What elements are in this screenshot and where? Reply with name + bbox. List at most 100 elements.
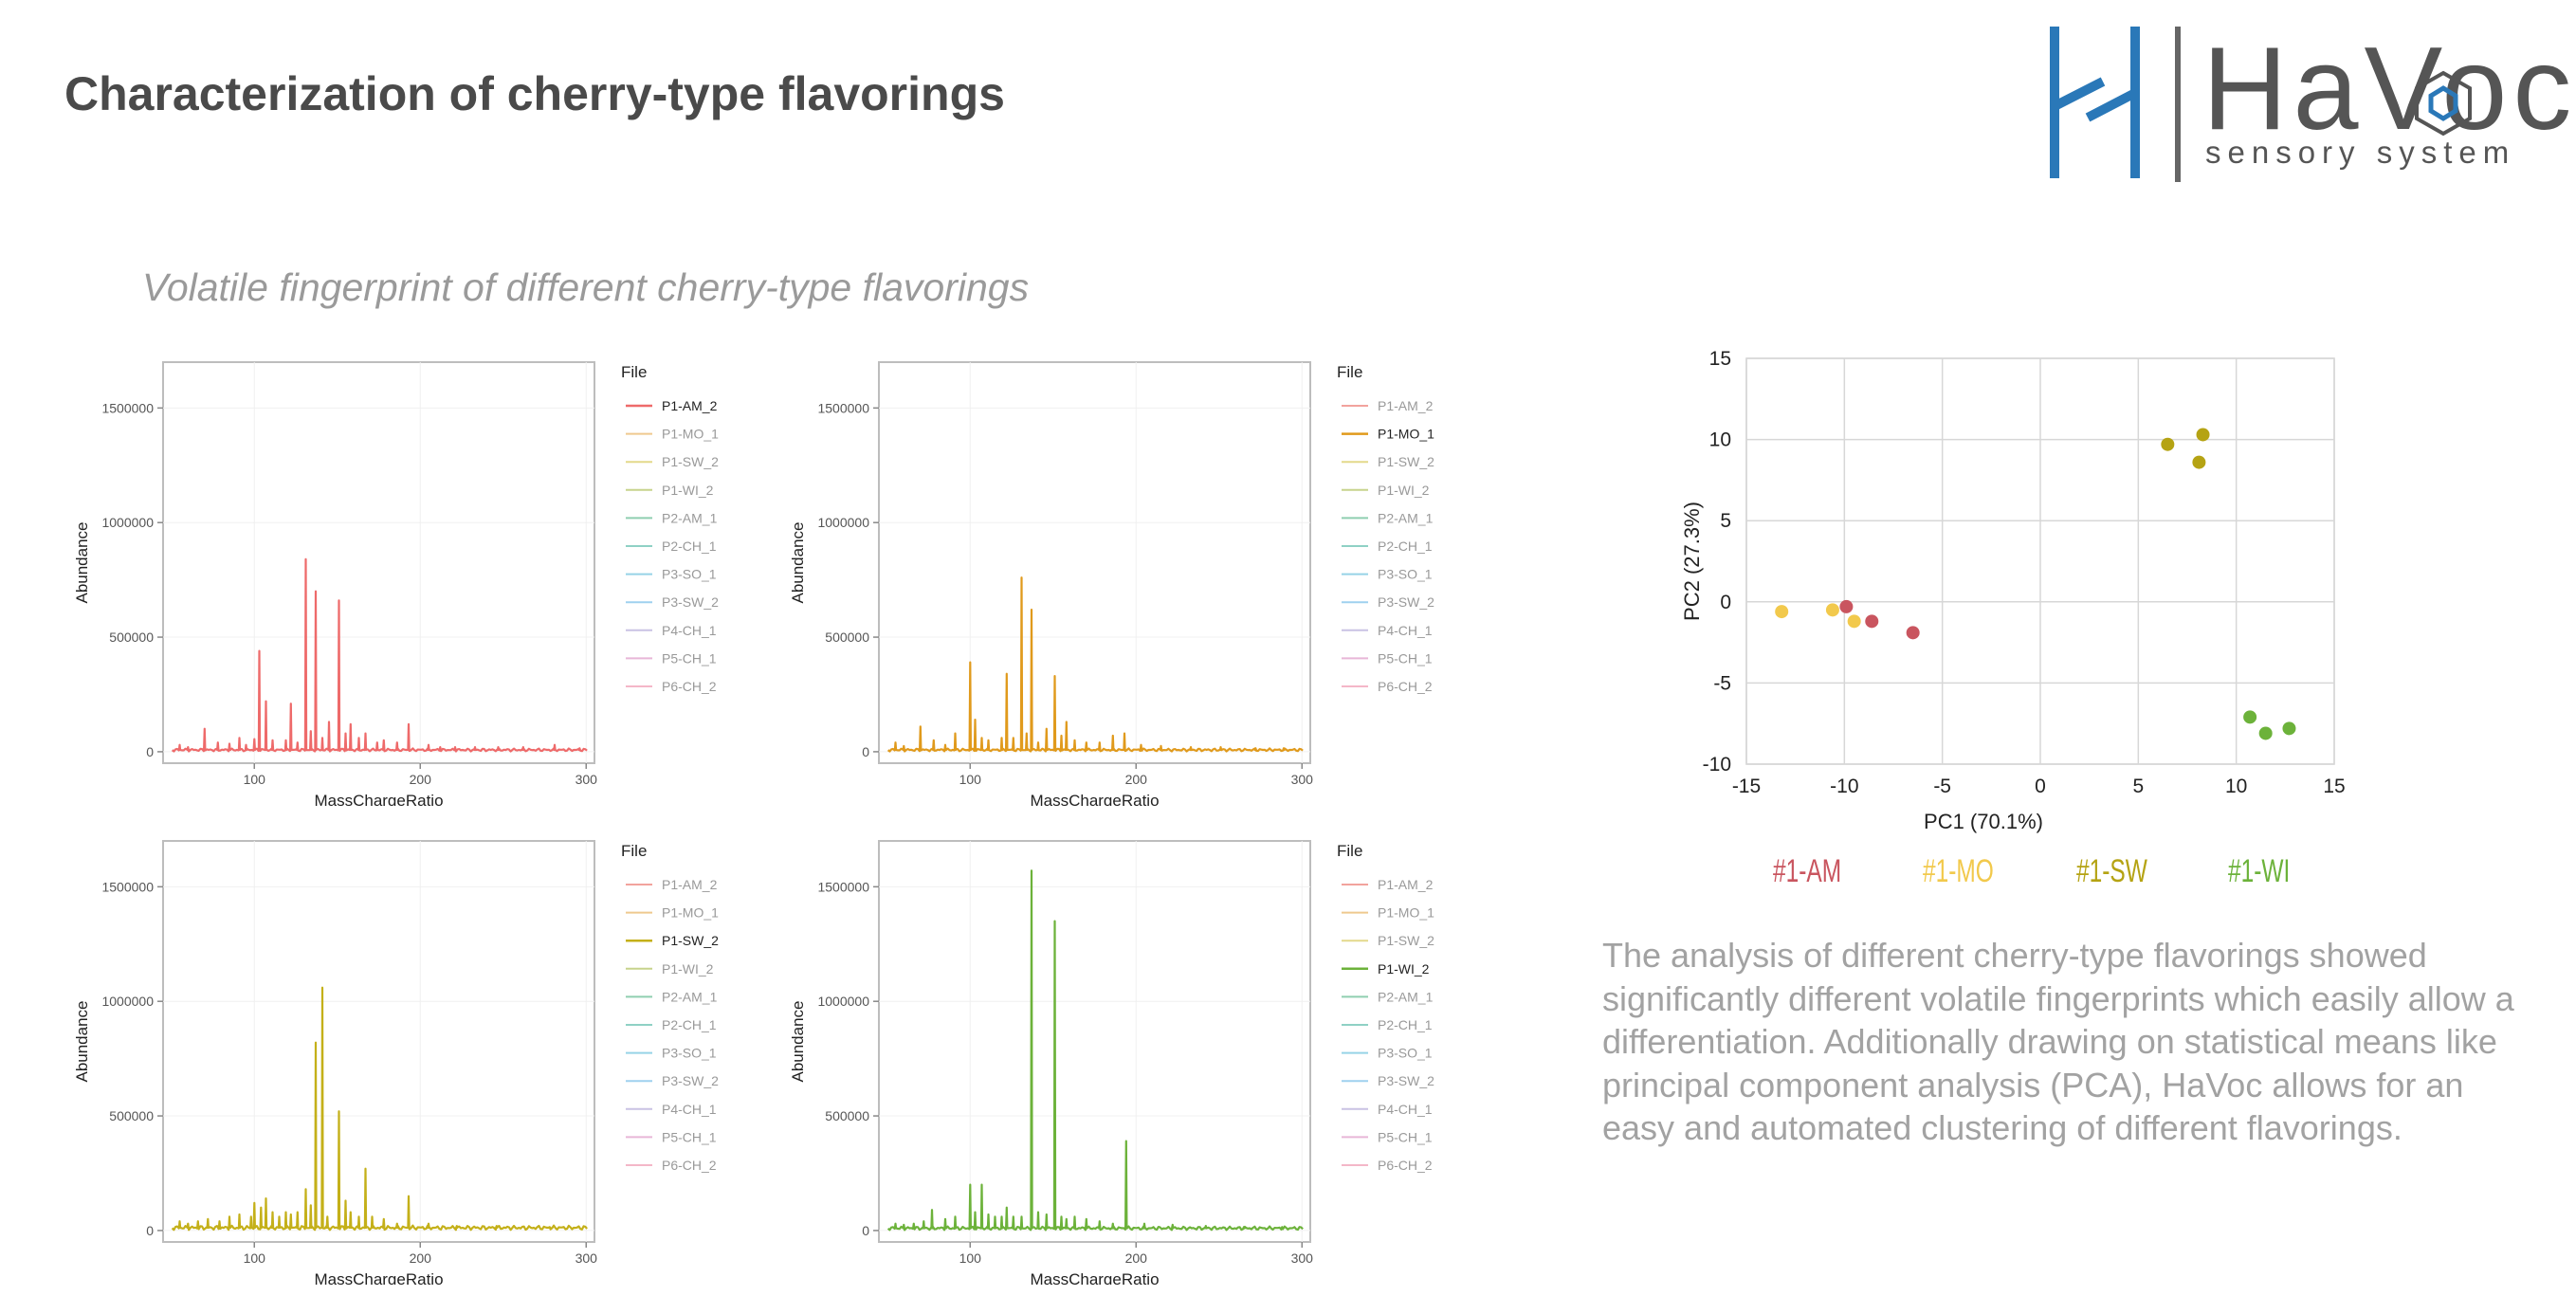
x-tick-label: 15: [2323, 776, 2345, 797]
legend-entry: P5-CH_1: [662, 650, 717, 666]
y-tick-label: 10: [1709, 429, 1731, 451]
plot-panel: [878, 361, 1311, 764]
legend-entry: P3-SO_1: [1378, 567, 1433, 582]
y-tick-label: 1500000: [101, 879, 154, 894]
y-tick-label: 1500000: [817, 400, 869, 415]
legend-entry: P4-CH_1: [662, 623, 717, 638]
pca-legend-am: #1-AM: [1773, 853, 1842, 889]
legend-entry: P3-SW_2: [1378, 594, 1434, 610]
pca-point: [2192, 455, 2206, 469]
y-tick-label: 15: [1709, 348, 1731, 370]
y-tick-label: 1000000: [817, 515, 869, 530]
x-tick-label: -15: [1732, 776, 1761, 797]
legend-entry: P3-SW_2: [662, 594, 719, 610]
pca-point: [2243, 710, 2257, 724]
y-tick-label: 500000: [109, 630, 154, 645]
legend-entry: P1-AM_2: [1378, 398, 1434, 413]
legend-entry: P1-MO_1: [662, 427, 719, 442]
legend-entry: P2-AM_1: [662, 989, 718, 1004]
legend-entry: P1-AM_2: [662, 877, 718, 892]
y-axis-label: Abundance: [73, 521, 91, 603]
y-tick-label: 1500000: [817, 879, 869, 894]
legend-entry: P1-WI_2: [1378, 483, 1430, 498]
pca-point: [2161, 437, 2175, 451]
x-tick-label: 100: [959, 772, 982, 787]
legend-entry: P1-MO_1: [1378, 427, 1434, 442]
x-tick-label: -5: [1933, 776, 1951, 797]
hexagon-icon: [2415, 70, 2472, 137]
pca-point: [2258, 726, 2273, 740]
y-tick-label: 0: [862, 1223, 869, 1238]
legend-entry: P3-SO_1: [1378, 1046, 1433, 1061]
y-tick-label: 0: [146, 1223, 154, 1238]
pca-legend-wi: #1-WI: [2228, 853, 2291, 889]
x-tick-label: 100: [959, 1250, 982, 1266]
legend-entry: P3-SO_1: [662, 567, 717, 582]
legend-entry: P2-CH_1: [1378, 1017, 1433, 1032]
legend-entry: P1-SW_2: [662, 933, 719, 948]
x-tick-label: 300: [1291, 772, 1314, 787]
legend-entry: P3-SW_2: [1378, 1073, 1434, 1088]
spectrum-line: [171, 557, 588, 753]
legend-entry: P1-WI_2: [662, 961, 714, 977]
legend-entry: P1-WI_2: [662, 483, 714, 498]
legend-entry: P1-AM_2: [662, 398, 718, 413]
y-tick-label: 500000: [825, 1108, 869, 1123]
x-axis-label: MassChargeRatio: [314, 1270, 443, 1285]
y-tick-label: 500000: [825, 630, 869, 645]
y-axis-label: Abundance: [73, 1000, 91, 1082]
spectrum-chart-p1-sw: 0 500000 1000000 1500000 100 200 300 MassCharge…: [73, 840, 719, 1285]
x-tick-label: -10: [1830, 776, 1858, 797]
legend-entry: P6-CH_2: [662, 679, 717, 694]
y-tick-label: 1000000: [101, 994, 154, 1009]
y-tick-label: 500000: [109, 1108, 154, 1123]
x-tick-label: 100: [244, 772, 266, 787]
havoc-logo: HaVoc sensory system: [2038, 19, 2571, 190]
logo-tagline: sensory system: [2205, 135, 2516, 170]
legend-entry: P1-SW_2: [662, 454, 719, 469]
legend-entry: P3-SW_2: [662, 1073, 719, 1088]
spectrum-line: [886, 869, 1304, 1232]
y-axis-label: Abundance: [789, 1000, 807, 1082]
legend-entry: P5-CH_1: [1378, 650, 1433, 666]
legend-entry: P1-AM_2: [1378, 877, 1434, 892]
pca-legend-mo: #1-MO: [1923, 853, 1994, 889]
x-axis-label: MassChargeRatio: [1030, 792, 1159, 806]
x-axis-label: MassChargeRatio: [1030, 1270, 1159, 1285]
pca-group-legend: #1-AM #1-MO #1-SW #1-WI: [1773, 853, 2342, 901]
page-title: Characterization of cherry-type flavorin…: [64, 67, 1005, 120]
spectrum-chart-p1-wi: 0 500000 1000000 1500000 100 200 300 MassCharge…: [789, 840, 1434, 1285]
x-tick-label: 300: [575, 1250, 598, 1266]
legend-entry: P1-SW_2: [1378, 454, 1434, 469]
legend-entry: P6-CH_2: [662, 1158, 717, 1173]
pca-point: [1825, 603, 1839, 617]
x-tick-label: 300: [1291, 1250, 1314, 1266]
legend-entry: P3-SO_1: [662, 1046, 717, 1061]
analysis-description: The analysis of different cherry-type fl…: [1602, 936, 2514, 1147]
pca-point: [1847, 614, 1861, 629]
pca-point: [1839, 599, 1854, 613]
y-tick-label: -5: [1713, 672, 1731, 694]
legend-entry: P5-CH_1: [1378, 1129, 1433, 1144]
y-tick-label: 1000000: [101, 515, 154, 530]
pca-point: [1865, 614, 1879, 629]
legend-title: File: [1337, 842, 1362, 860]
legend-entry: P2-AM_1: [1378, 510, 1434, 525]
legend-title: File: [621, 842, 647, 860]
havoc-logo-mark-icon: [2050, 27, 2181, 182]
x-tick-label: 200: [1125, 772, 1148, 787]
pca-legend-sw: #1-SW: [2076, 853, 2147, 889]
legend-entry: P2-CH_1: [662, 538, 717, 554]
legend-entry: P1-MO_1: [1378, 905, 1434, 921]
spectrum-line: [171, 986, 588, 1232]
legend-entry: P4-CH_1: [1378, 1102, 1433, 1117]
legend-title: File: [621, 363, 647, 381]
legend-entry: P1-SW_2: [1378, 933, 1434, 948]
y-tick-label: 1500000: [101, 400, 154, 415]
x-axis-label: PC1 (70.1%): [1924, 810, 2043, 833]
legend-entry: P6-CH_2: [1378, 679, 1433, 694]
plot-panel: [162, 840, 595, 1243]
y-tick-label: 0: [146, 744, 154, 759]
y-axis-label: PC2 (27.3%): [1680, 502, 1704, 621]
pca-point: [2196, 428, 2210, 442]
